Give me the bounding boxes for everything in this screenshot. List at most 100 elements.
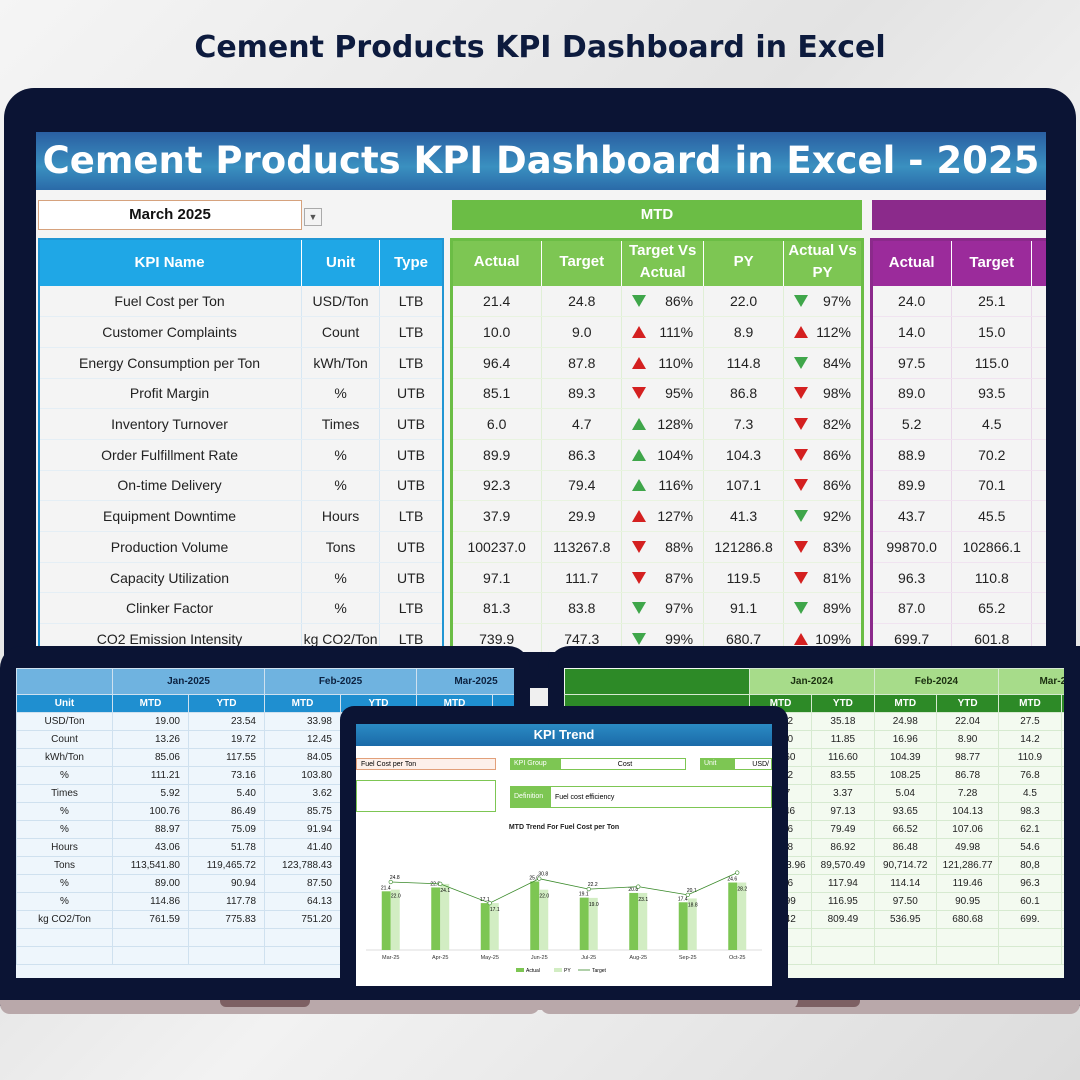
data-cell: 80,8 [998, 856, 1062, 875]
trend-title: KPI Trend [356, 724, 772, 746]
mtd-actual-cell: 97.1 [452, 562, 543, 594]
target-data-label: 24.8 [390, 875, 400, 881]
definition-value: Fuel cost efficiency [550, 786, 772, 808]
table-row: Inventory Turnover Times UTB [38, 408, 443, 440]
x-tick-label: Apr-25 [432, 955, 449, 961]
empty-cell [16, 946, 113, 965]
ytd-actual-cell: 5.2 [872, 408, 953, 440]
mtd-target-cell: 86.3 [541, 439, 623, 471]
ytd-actual-cell: 89.9 [872, 470, 953, 502]
data-cell: 66.52 [873, 820, 937, 839]
trend-kpi-select[interactable]: Fuel Cost per Ton [356, 758, 496, 770]
py-bar [440, 883, 450, 950]
arrow-up-icon [794, 632, 809, 645]
mtd-tva-cell: 97% [621, 592, 705, 625]
data-cell: 110.9 [998, 748, 1062, 767]
mtd-apy-cell: 84% [783, 347, 862, 379]
main-dashboard-screen: Cement Products KPI Dashboard in Excel -… [36, 132, 1046, 652]
mtd-target-cell: 111.7 [541, 562, 623, 594]
data-cell: 62.1 [998, 820, 1062, 839]
arrow-down-icon [794, 571, 809, 584]
mtd-py-cell: 107.1 [703, 470, 785, 502]
trend-chart-title: MTD Trend For Fuel Cost per Ton [508, 824, 620, 831]
actual-data-label: 20.8 [628, 887, 638, 893]
mtd-actual-cell: 21.4 [452, 286, 543, 318]
py-data-label: 28.2 [737, 887, 747, 893]
ytd-target-cell: 110.8 [951, 562, 1033, 594]
ytd-target-cell: 102866.1 [951, 531, 1033, 563]
kpi-name-cell: Customer Complaints [38, 316, 303, 348]
data-cell [1060, 748, 1064, 767]
py-data-label: 22.0 [539, 894, 549, 900]
data-cell [1060, 784, 1064, 803]
data-cell: 85.75 [264, 802, 341, 821]
kpi-name-cell: Order Fulfillment Rate [38, 439, 303, 471]
unit-cell: % [301, 592, 381, 625]
actual-bar [629, 892, 639, 950]
target-line [390, 872, 738, 904]
apy-value: 86% [822, 477, 851, 494]
apy-value: 112% [816, 324, 851, 341]
month-select[interactable]: March 2025 [38, 200, 302, 230]
tva-value: 99% [665, 630, 694, 647]
target-point [388, 879, 393, 885]
x-tick-label: Aug-25 [629, 955, 647, 961]
arrow-down-icon [632, 632, 647, 645]
data-cell [1060, 820, 1064, 839]
mtd-apy-cell: 92% [783, 500, 862, 532]
data-cell: 117.55 [188, 748, 265, 767]
mtd-apy-cell: 81% [783, 562, 862, 594]
data-cell: 22.04 [935, 712, 1000, 731]
empty-cell [264, 946, 341, 965]
kpi-name-cell: Fuel Cost per Ton [38, 286, 303, 318]
kpi-name-cell: Energy Consumption per Ton [38, 347, 303, 379]
data-cell: 90,714.72 [873, 856, 937, 875]
data-cell: 85.06 [112, 748, 189, 767]
empty-cell [188, 946, 265, 965]
ytd-target-cell: 70.1 [951, 470, 1033, 502]
mtd-tva-cell: 87% [621, 562, 705, 594]
mtd-apy-cell: 82% [783, 408, 862, 440]
month-header: Mar-2025 [416, 668, 514, 695]
table-row: 10.0 9.0 111% 8.9 112% [452, 316, 862, 348]
empty-cell [112, 928, 189, 947]
trend-laptop-frame: KPI Trend Fuel Cost per Ton KPI Group Co… [340, 706, 788, 1006]
py-data-label: 19.0 [589, 902, 599, 908]
data-cell: % [16, 820, 113, 839]
unit-cell: Tons [301, 531, 381, 563]
chevron-down-icon[interactable]: ▼ [304, 208, 322, 226]
legend-py-swatch [554, 968, 562, 972]
data-cell: 73.16 [188, 766, 265, 785]
col-kpi-name: KPI Name [38, 238, 303, 286]
mtd-py-cell: 22.0 [703, 286, 785, 318]
data-cell: 91.94 [264, 820, 341, 839]
target-point [586, 887, 591, 892]
month-header-row: Jan-2025 Feb-2025 Mar-2025 [16, 668, 514, 695]
data-cell: 86.78 [935, 766, 1000, 785]
actual-data-label: 21.4 [381, 885, 391, 891]
target-data-label: 20.1 [687, 888, 697, 894]
mtd-target-cell: 79.4 [541, 470, 623, 502]
table-row: 37.9 29.9 127% 41.3 92% [452, 500, 862, 532]
ytd-target-cell: 115.0 [951, 347, 1033, 379]
data-cell: 13.26 [112, 730, 189, 749]
apy-value: 82% [822, 416, 851, 433]
table-row: 6.0 4.7 128% 7.3 82% [452, 408, 862, 440]
col-mtd-py: PY [703, 238, 785, 286]
mtd-actual-cell: 96.4 [452, 347, 543, 379]
col-type: Type [379, 238, 443, 286]
ytd-target-cell: 25.1 [951, 286, 1033, 318]
data-cell: Hours [16, 838, 113, 857]
data-cell: 89,570.49 [811, 856, 875, 875]
type-cell: LTB [379, 500, 443, 532]
target-point [537, 876, 542, 881]
page-title: Cement Products KPI Dashboard in Excel [194, 30, 886, 65]
data-cell: 699. [998, 910, 1062, 929]
mtd-target-cell: 24.8 [541, 286, 623, 318]
target-data-label: 22.2 [588, 882, 598, 888]
unit-cell: kWh/Ton [301, 347, 381, 379]
data-cell: 4.5 [998, 784, 1062, 803]
data-cell [1060, 874, 1064, 893]
data-cell: 116.95 [811, 892, 875, 911]
mtd-table: Actual Target Target Vs Actual PY Actual… [452, 238, 862, 652]
